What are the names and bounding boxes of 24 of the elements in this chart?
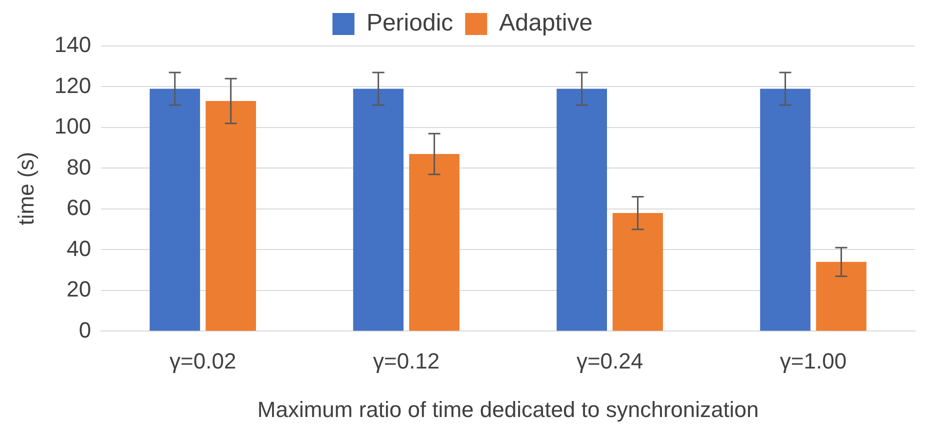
legend-label: Adaptive [499, 10, 593, 37]
bar [150, 88, 200, 331]
y-tick-label: 60 [66, 195, 92, 220]
bar [612, 213, 663, 331]
y-tick-label: 0 [78, 317, 92, 342]
y-tick-label: 120 [54, 72, 92, 98]
bar [760, 88, 810, 331]
x-axis-title: Maximum ratio of time dedicated to synchronization [257, 396, 759, 422]
x-tick-label: γ=0.02 [170, 348, 236, 374]
y-tick-label: 40 [66, 236, 92, 261]
x-tick-label: γ=0.24 [576, 348, 644, 374]
bar [206, 101, 256, 331]
y-tick-label: 140 [54, 32, 92, 58]
bar [353, 88, 404, 331]
legend-label: Periodic [366, 10, 454, 37]
bar [409, 154, 460, 331]
bar [816, 262, 866, 331]
y-tick-label: 20 [66, 276, 92, 302]
x-tick-label: γ=0.12 [372, 348, 440, 374]
y-axis-title: time (s) [13, 152, 38, 226]
bar [556, 88, 607, 331]
y-tick-label: 80 [66, 154, 92, 180]
x-tick-label: γ=1.00 [780, 348, 847, 374]
y-tick-label: 100 [54, 114, 92, 139]
